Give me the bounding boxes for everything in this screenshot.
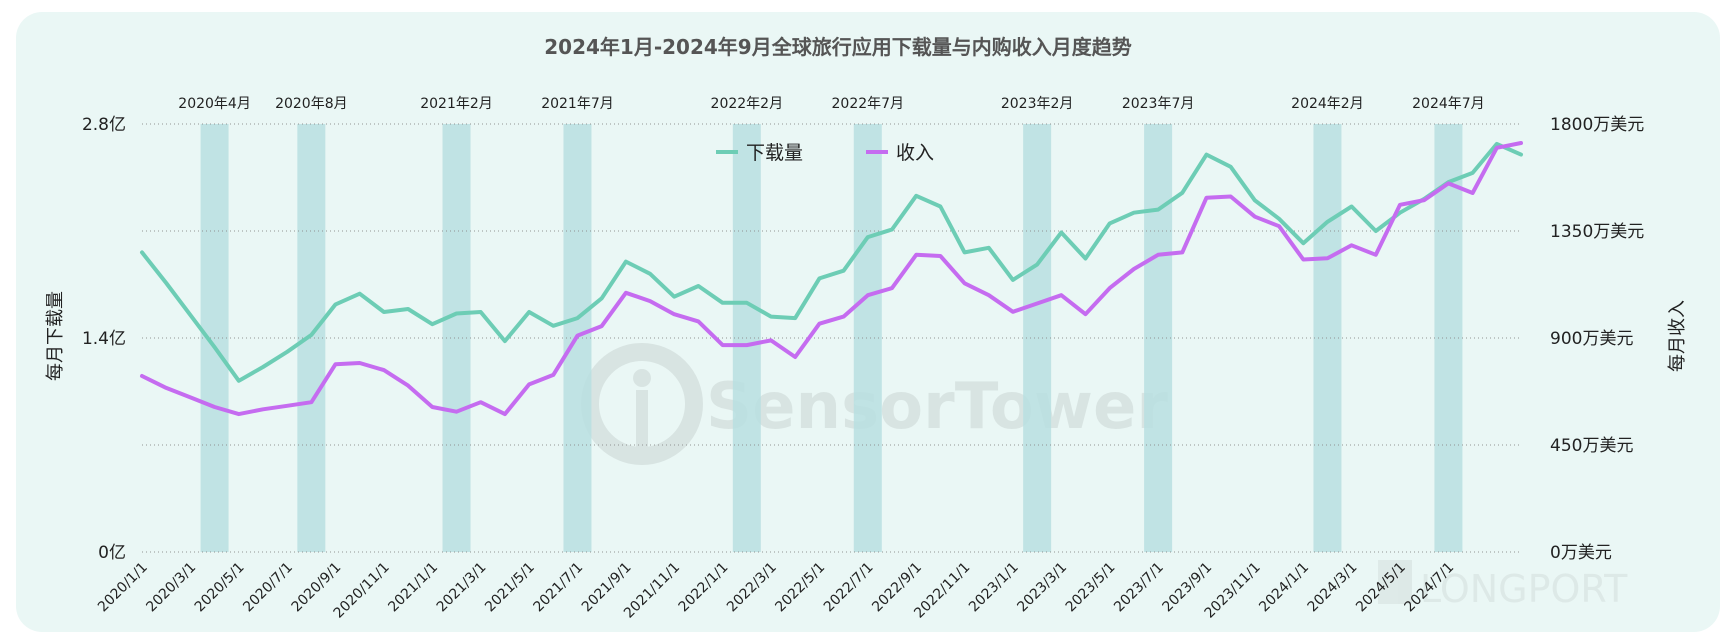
left-tick-label-0: 0亿 (98, 543, 126, 563)
x-tick-label-25: 2024/3/1 (1305, 560, 1361, 616)
x-tick-label-19: 2023/3/1 (1014, 560, 1070, 616)
x-tick-label-20: 2023/5/1 (1063, 560, 1119, 616)
highlight-label-8: 2024年2月 (1291, 96, 1364, 112)
y-axis-right-label: 每月收入 (1667, 300, 1688, 372)
highlight-label-5: 2022年7月 (832, 96, 905, 112)
highlight-band-1 (297, 124, 326, 552)
x-axis-ticks: 2020/1/12020/3/12020/5/12020/7/12020/9/1… (95, 560, 1457, 622)
series-lines (140, 141, 1523, 417)
x-tick-label-12: 2022/1/1 (676, 560, 732, 616)
x-tick-label-9: 2021/7/1 (531, 560, 587, 616)
highlight-bands (200, 124, 1463, 552)
highlight-labels: 2020年4月 2020年8月 2021年2月 2021年7月 2022年2月 2022年… (178, 96, 1484, 112)
highlight-label-1: 2020年8月 (275, 96, 348, 112)
x-tick-label-2: 2020/5/1 (192, 560, 248, 616)
highlight-label-2: 2021年2月 (420, 96, 493, 112)
highlight-label-7: 2023年7月 (1122, 96, 1195, 112)
x-tick-label-8: 2021/5/1 (482, 560, 538, 616)
right-tick-label-3: 1350万美元 (1550, 222, 1644, 242)
x-tick-label-6: 2021/1/1 (385, 560, 441, 616)
highlight-band-5 (853, 124, 882, 552)
left-axis-ticks: 0亿 1.4亿 2.8亿 (82, 115, 126, 563)
x-tick-label-15: 2022/7/1 (821, 560, 877, 616)
highlight-label-4: 2022年2月 (711, 96, 784, 112)
revenue-line (140, 141, 1523, 417)
highlight-band-2 (442, 124, 471, 552)
x-tick-label-24: 2024/1/1 (1256, 560, 1312, 616)
longport-watermark: LONGPORT (1378, 560, 1628, 611)
right-axis-ticks: 0万美元 450万美元 900万美元 1350万美元 1800万美元 (1550, 115, 1644, 563)
right-tick-label-0: 0万美元 (1550, 543, 1612, 563)
left-tick-label-2: 2.8亿 (82, 115, 126, 135)
highlight-band-9 (1434, 124, 1463, 552)
y-axis-left-label: 每月下载量 (45, 291, 66, 381)
x-tick-label-1: 2020/3/1 (143, 560, 199, 616)
highlight-label-3: 2021年7月 (541, 96, 614, 112)
download-line (140, 141, 1523, 383)
highlight-label-9: 2024年7月 (1412, 96, 1485, 112)
svg-text:SensorTower: SensorTower (706, 370, 1168, 444)
right-tick-label-1: 450万美元 (1550, 436, 1633, 456)
x-tick-label-7: 2021/3/1 (434, 560, 490, 616)
x-tick-label-13: 2022/3/1 (724, 560, 780, 616)
highlight-label-0: 2020年4月 (178, 96, 251, 112)
legend-revenue-label: 收入 (896, 142, 934, 164)
x-tick-label-18: 2023/1/1 (966, 560, 1022, 616)
x-tick-label-14: 2022/5/1 (772, 560, 828, 616)
highlight-label-6: 2023年2月 (1001, 96, 1074, 112)
x-tick-label-3: 2020/7/1 (240, 560, 296, 616)
x-tick-label-21: 2023/7/1 (1111, 560, 1167, 616)
legend-download-label: 下载量 (746, 142, 803, 164)
right-tick-label-2: 900万美元 (1550, 329, 1633, 349)
x-tick-label-0: 2020/1/1 (95, 560, 151, 616)
right-tick-label-4: 1800万美元 (1550, 115, 1644, 135)
highlight-band-8 (1313, 124, 1342, 552)
svg-text:LONGPORT: LONGPORT (1420, 567, 1628, 611)
legend: 下载量 收入 (716, 142, 934, 164)
chart-title: 2024年1月-2024年9月全球旅行应用下载量与内购收入月度趋势 (544, 35, 1131, 59)
left-tick-label-1: 1.4亿 (82, 329, 126, 349)
